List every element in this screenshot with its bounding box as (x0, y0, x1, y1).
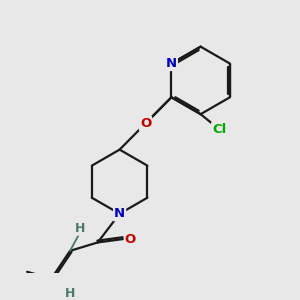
Text: H: H (64, 287, 75, 300)
Text: O: O (140, 117, 151, 130)
Text: Cl: Cl (212, 123, 226, 136)
Text: H: H (75, 222, 85, 235)
Text: N: N (114, 207, 125, 220)
Text: O: O (125, 232, 136, 246)
Text: N: N (166, 57, 177, 70)
